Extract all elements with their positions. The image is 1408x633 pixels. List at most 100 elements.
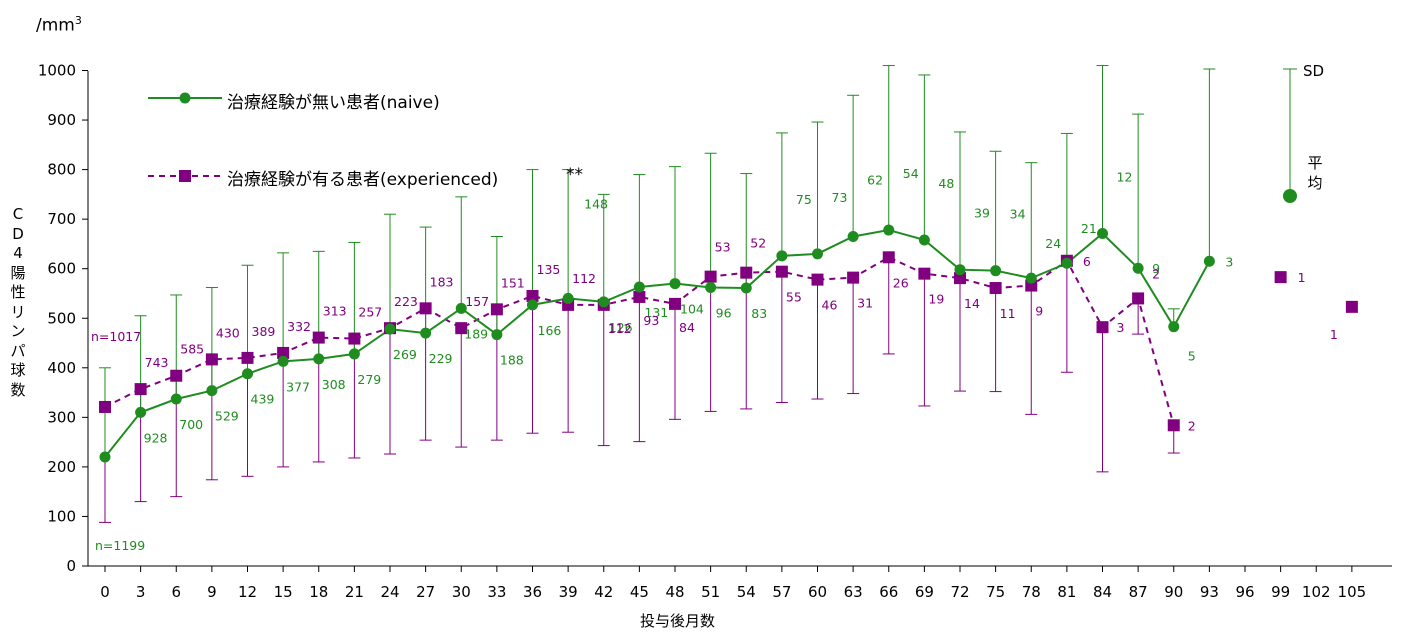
point-naive [598,296,610,308]
point-naive [883,224,895,236]
point-naive [918,234,930,246]
y-tick-label: 600 [47,260,76,278]
point-naive [277,355,289,367]
y-tick-label: 200 [47,458,76,476]
x-tick-label: 105 [1338,583,1367,601]
point-naive [669,278,681,290]
n-label-naive: 126 [609,320,633,335]
legend-experienced-marker [179,170,191,182]
x-tick-label: 45 [630,583,649,601]
n-label-experienced: 6 [1083,254,1091,269]
n-label-naive: 12 [1117,170,1133,185]
point-experienced [811,273,824,286]
point-naive [776,250,788,262]
n-label-experienced: 1 [1298,270,1306,285]
y-label-char: パ [10,341,26,360]
n-label-experienced: 223 [394,294,418,309]
n-label-naive: 75 [796,192,812,207]
n-label-experienced: 19 [928,292,944,307]
x-tick-label: 3 [136,583,146,601]
n-label-experienced: 112 [572,271,596,286]
n-label-experienced: 55 [786,290,802,305]
n-label-naive: 9 [1152,261,1160,276]
n-label-naive: 73 [832,190,848,205]
point-naive [812,248,823,260]
n-label-naive: 148 [584,196,608,211]
n-label-experienced: n=1017 [91,329,141,344]
x-tick-label: 9 [207,583,217,601]
point-experienced [1274,271,1287,284]
y-label-char: 性 [10,283,26,301]
mean-label-char: 平 [1307,154,1323,172]
x-tick-label: 0 [100,583,110,601]
x-tick-label: 84 [1093,583,1112,601]
point-naive [313,353,325,365]
point-naive [491,329,503,341]
x-tick-label: 96 [1235,583,1254,601]
y-tick-label: 900 [47,111,76,129]
n-label-experienced: 135 [537,262,561,277]
x-tick-label: 57 [772,583,791,601]
line-naive [104,229,1211,458]
n-label-naive: 928 [144,430,168,445]
y-tick-label: 800 [47,161,76,179]
point-naive [990,265,1002,277]
point-naive [705,282,717,294]
x-tick-label: 102 [1302,583,1331,601]
point-experienced [1345,300,1358,313]
x-tick-label: 63 [844,583,863,601]
n-label-naive: 188 [500,353,524,368]
n-label-naive: 269 [393,347,417,362]
point-experienced [954,272,966,285]
n-label-naive: 529 [215,409,239,424]
point-naive [242,368,253,380]
point-naive [1097,228,1108,240]
x-tick-label: 18 [309,583,328,601]
n-label-naive: 166 [538,323,562,338]
y-tick-label: 300 [47,408,76,426]
point-experienced [99,400,111,413]
point-naive [135,406,147,418]
n-label-experienced: 2 [1152,266,1160,281]
n-label-naive: 83 [751,306,767,321]
x-tick-label: 24 [380,583,399,601]
n-label-experienced: 430 [216,325,240,340]
x-tick-label: 69 [915,583,934,601]
x-tick-label: 33 [487,583,506,601]
n-label-experienced: 257 [358,305,382,320]
n-label-experienced: 11 [1000,306,1016,321]
point-naive [954,264,966,276]
point-experienced [882,251,895,264]
n-label-naive: 34 [1010,207,1026,222]
n-label-naive: 131 [644,305,668,320]
point-experienced [312,331,325,344]
n-label-experienced: 53 [715,240,731,255]
x-tick-label: 60 [808,583,827,601]
y-tick-label: 500 [47,309,76,327]
n-label-naive: 96 [716,306,732,321]
point-experienced [170,369,183,382]
legend-mean-marker [1283,189,1297,203]
point-naive [633,281,645,293]
n-label-naive: 377 [286,379,310,394]
n-label-naive: 54 [903,166,919,181]
point-naive [847,230,859,242]
y-label-char: 4 [13,244,23,262]
x-tick-label: 36 [523,583,542,601]
x-tick-label: 78 [1022,583,1041,601]
n-label-naive: 21 [1081,221,1097,236]
point-experienced [205,353,218,366]
point-naive [740,282,752,294]
x-tick-label: 54 [737,583,756,601]
legend-mean-label: 平均 [1305,153,1325,193]
point-naive [384,323,396,335]
x-tick-label: 21 [345,583,364,601]
x-tick-label: 39 [559,583,578,601]
n-label-naive: 308 [322,377,346,392]
legend-experienced-label: 治療経験が有る患者(experienced) [227,170,499,190]
n-label-experienced: 31 [857,296,873,311]
x-tick-label: 93 [1200,583,1219,601]
